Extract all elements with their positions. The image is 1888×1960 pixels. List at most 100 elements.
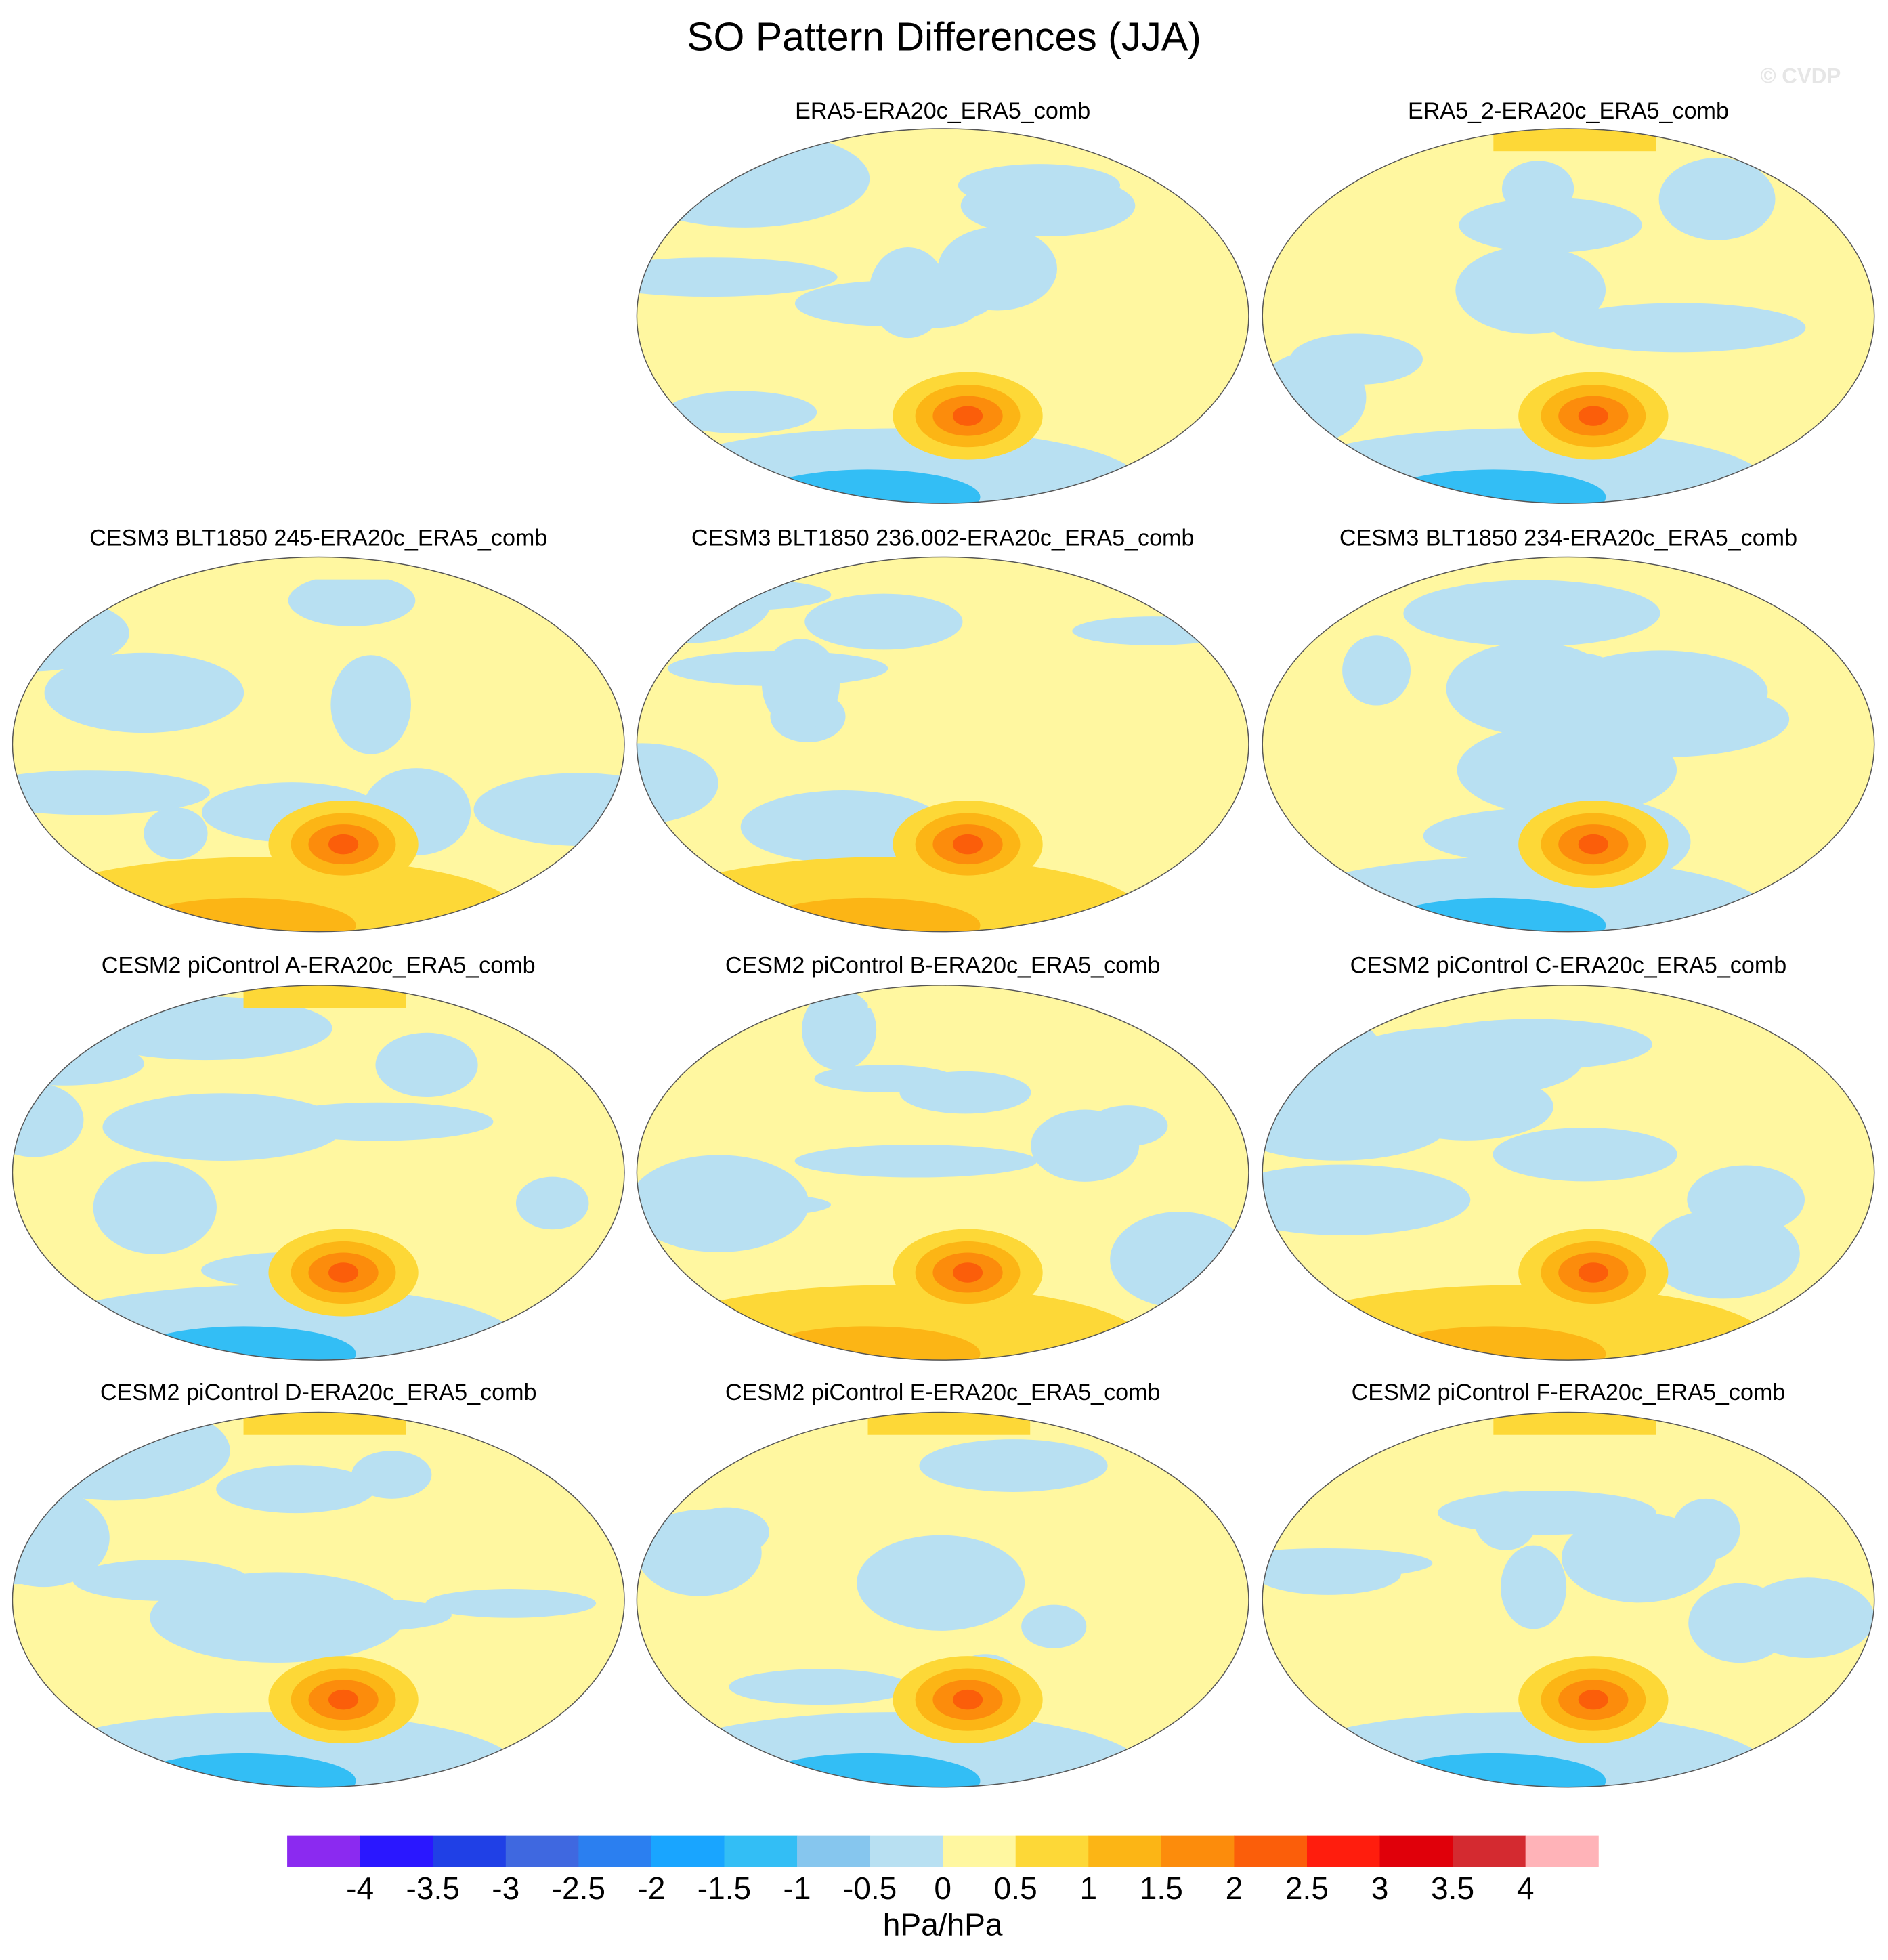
contour-region <box>1412 1019 1652 1070</box>
colorbar-tick-label: 3 <box>1371 1871 1389 1906</box>
contour-region <box>328 1689 359 1710</box>
contour-region <box>150 1572 405 1663</box>
panel-title: CESM2 piControl C-ERA20c_ERA5_comb <box>1350 952 1787 978</box>
contour-region <box>330 655 411 754</box>
contour-region <box>1381 469 1606 504</box>
contour-region <box>794 1145 1037 1178</box>
contour-region <box>1072 616 1234 645</box>
contour-region <box>102 1093 344 1161</box>
contour-region <box>93 1161 217 1254</box>
colorbar-box <box>943 1835 1016 1867</box>
contour-region <box>637 1155 809 1253</box>
contour-region <box>1474 1491 1537 1550</box>
contour-region <box>351 1451 432 1499</box>
contour-region <box>1578 834 1608 855</box>
contour-region <box>1671 1498 1740 1561</box>
contour-region <box>1493 1412 1656 1435</box>
contour-region <box>762 639 840 730</box>
contour-region <box>952 834 983 855</box>
colorbar-box <box>1161 1835 1235 1867</box>
panel-title: ERA5_2-ERA20c_ERA5_comb <box>1408 98 1729 124</box>
contour-region <box>802 989 877 1070</box>
contour-region <box>794 280 992 327</box>
contour-region <box>729 1669 911 1705</box>
colorbar-box <box>651 1835 725 1867</box>
contour-region <box>952 406 983 426</box>
contour-region <box>1262 1548 1433 1579</box>
contour-region <box>1381 1753 1606 1787</box>
contour-region <box>857 1535 1025 1631</box>
contour-region <box>375 1032 478 1098</box>
colorbar-box <box>1525 1835 1599 1867</box>
colorbar-box <box>578 1835 652 1867</box>
map-outline <box>1262 128 1875 504</box>
colorbar-box <box>870 1835 943 1867</box>
colorbar-tick-label: 1.5 <box>1140 1871 1183 1906</box>
panel-title: CESM2 piControl F-ERA20c_ERA5_comb <box>1352 1380 1786 1405</box>
contour-region <box>1021 1604 1087 1648</box>
contour-region <box>144 807 208 859</box>
colorbar-box <box>505 1835 579 1867</box>
contour-region <box>952 1262 983 1283</box>
contour-region <box>1578 1262 1608 1283</box>
colorbar-box <box>1453 1835 1526 1867</box>
contour-region <box>1493 557 1656 580</box>
colorbar-box <box>724 1835 798 1867</box>
colorbar-tick-label: 2 <box>1226 1871 1243 1906</box>
contour-region <box>1688 1583 1791 1663</box>
colorbar-tick-label: 4 <box>1517 1871 1535 1906</box>
colorbar-box <box>797 1835 871 1867</box>
map-panel <box>12 985 624 1361</box>
map-outline <box>1262 556 1875 933</box>
contour-region <box>867 1412 1031 1435</box>
panel-title: CESM2 piControl A-ERA20c_ERA5_comb <box>102 952 536 978</box>
map-outline <box>1262 1411 1875 1788</box>
panel-title: CESM3 BLT1850 245-ERA20c_ERA5_comb <box>89 526 547 551</box>
map-outline <box>636 128 1249 504</box>
contour-region <box>1493 1127 1677 1182</box>
contour-region <box>1457 723 1677 817</box>
map-panel <box>12 557 624 932</box>
colorbar-box <box>433 1835 507 1867</box>
contour-region <box>755 469 981 504</box>
panel-title: CESM3 BLT1850 236.002-ERA20c_ERA5_comb <box>691 526 1195 551</box>
contour-region <box>1552 303 1806 353</box>
contour-region <box>755 897 981 932</box>
contour-region <box>328 1262 359 1283</box>
colorbar-tick-label: -2.5 <box>552 1871 605 1906</box>
contour-region <box>1403 580 1660 647</box>
contour-region <box>12 1082 84 1157</box>
contour-region <box>425 1589 597 1618</box>
map-outline <box>12 556 625 933</box>
panel-title: CESM2 piControl E-ERA20c_ERA5_comb <box>725 1380 1161 1405</box>
contour-region <box>1262 1010 1385 1105</box>
map-outline <box>12 1411 625 1788</box>
contour-region <box>919 1439 1108 1493</box>
contour-region <box>1501 161 1574 217</box>
contour-region <box>960 175 1136 236</box>
contour-region <box>1493 129 1656 152</box>
colorbar-tick-label: -4 <box>346 1871 374 1906</box>
contour-region <box>1262 1164 1471 1235</box>
contour-region <box>131 1753 356 1787</box>
contour-region <box>1578 406 1608 426</box>
contour-region <box>288 574 416 626</box>
map-panel <box>637 985 1249 1361</box>
contour-region <box>1658 158 1776 240</box>
colorbar-tick-label: -2 <box>637 1871 665 1906</box>
colorbar-tick-label: 1 <box>1079 1871 1097 1906</box>
colorbar-tick-label: -3.5 <box>406 1871 460 1906</box>
contour-region <box>516 1176 589 1230</box>
map-outline <box>636 556 1249 933</box>
colorbar-tick-label: 2.5 <box>1285 1871 1329 1906</box>
map-panel <box>637 1412 1249 1787</box>
contour-region <box>1088 1105 1168 1147</box>
contour-region <box>1110 1212 1249 1308</box>
contour-region <box>899 1071 1031 1114</box>
colorbar-label: hPa/hPa <box>883 1906 1003 1942</box>
colorbar-tick-label: 3.5 <box>1431 1871 1474 1906</box>
map-outline <box>12 985 625 1361</box>
contour-region <box>216 1465 375 1514</box>
contour-region <box>1381 1326 1606 1361</box>
